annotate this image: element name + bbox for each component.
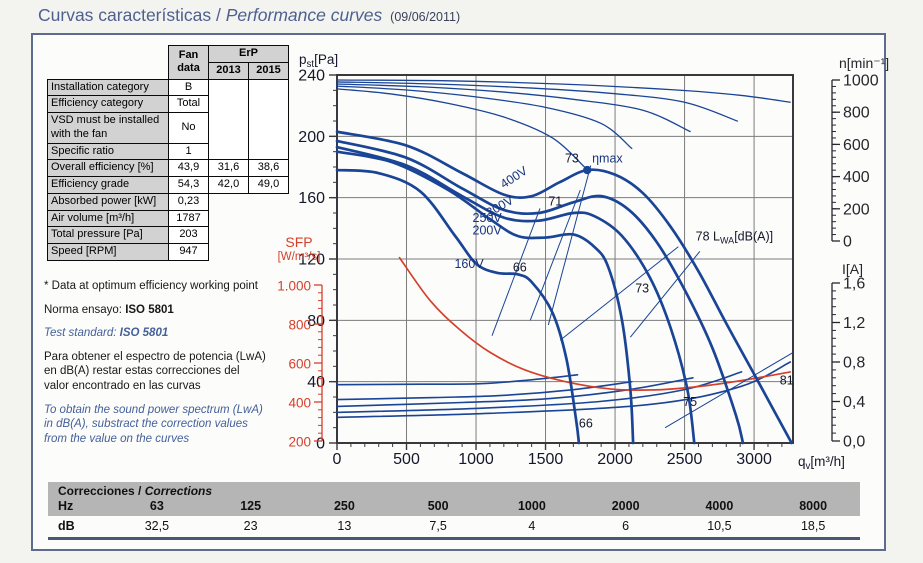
fan-row-value: 947	[168, 243, 209, 261]
fan-row-value: 0,23	[168, 192, 209, 211]
corrections-table: Correcciones / Corrections Hz 63 125 250 500…	[48, 482, 860, 540]
fan-row-value: No	[168, 112, 209, 144]
corrections-title-es: Correcciones /	[58, 484, 145, 498]
note-optimum: * Data at optimum efficiency working poi…	[44, 280, 258, 292]
corr-db-value: 6	[622, 519, 630, 533]
title-date: (09/06/2011)	[390, 10, 461, 24]
erp-2013-header: 2013	[208, 61, 249, 80]
note-english: To obtain the sound power spectrum (LwA)…	[44, 403, 263, 445]
corr-hz-value: 1000	[517, 499, 546, 513]
corr-hz-value: 125	[240, 499, 262, 513]
fan-row-value: 1	[168, 142, 209, 161]
fan-table-body: Installation category B Efficiency categor…	[47, 78, 289, 261]
corr-row-label: Hz	[58, 499, 74, 513]
corrections-title: Correcciones / Corrections	[48, 482, 860, 499]
erp-2013-value: 31,6	[208, 159, 249, 177]
fan-row-value: 203	[168, 226, 209, 244]
fan-table-row: Air volume [m³/h] 1787	[47, 209, 289, 228]
erp-header: ErP	[208, 45, 289, 63]
fan-row-label: Installation category	[47, 78, 169, 97]
corr-row-label: dB	[58, 519, 75, 533]
fan-col-header: Fan data	[168, 45, 209, 80]
fan-row-label: Absorbed power [kW]	[47, 192, 169, 211]
fan-row-label: Efficiency grade	[47, 176, 169, 194]
fan-row-label: Overall efficiency [%]	[47, 159, 169, 177]
fan-header-line2: data	[177, 62, 200, 75]
note-test-standard: Test standard: ISO 5801	[44, 326, 266, 341]
corr-db-value: 13	[337, 519, 352, 533]
corrections-title-en: Corrections	[144, 484, 213, 498]
fan-table-row: VSD must be installed with the fan No	[47, 112, 289, 144]
corr-db-value: 23	[243, 519, 258, 533]
fan-table-row: Specific ratio 1	[47, 142, 289, 161]
corrections-db-row: dB 32,5 23 13 7,5 4 6 10,5 18,5	[48, 516, 860, 537]
erp-2013-value: 42,0	[208, 176, 249, 194]
fan-row-label: Efficiency category	[47, 95, 169, 113]
erp-empty-cell	[208, 78, 249, 161]
fan-row-value: 54,3	[168, 176, 209, 194]
erp-empty-cell	[248, 78, 289, 161]
corr-db-value: 7,5	[429, 519, 447, 533]
fan-row-value: B	[168, 78, 209, 97]
notes: * Data at optimum efficiency working poi…	[44, 279, 266, 455]
fan-row-value: 1787	[168, 209, 209, 228]
fan-header-line1: Fan	[178, 48, 199, 61]
fan-table-row: Installation category B	[47, 78, 289, 161]
fan-table-spacer	[48, 46, 169, 80]
fan-row-label: Speed [RPM]	[47, 243, 169, 261]
corr-hz-value: 2000	[611, 499, 640, 513]
corr-db-value: 4	[528, 519, 536, 533]
fan-row-value: Total	[168, 95, 209, 113]
fan-table-row: Total pressure [Pa] 203	[47, 226, 289, 244]
corr-hz-value: 63	[149, 499, 164, 513]
erp-2015-header: 2015	[248, 61, 289, 80]
title-en: Performance curves	[225, 5, 383, 25]
fan-row-label: Air volume [m³/h]	[47, 209, 169, 228]
note-test-value: ISO 5801	[119, 327, 169, 340]
corr-hz-value: 8000	[799, 499, 828, 513]
note-norma-label: Norma ensayo:	[44, 303, 126, 316]
fan-data-table: Fan data ErP 2013 2015 Installation categ…	[47, 45, 289, 261]
corr-db-value: 18,5	[800, 519, 826, 533]
fan-table-row: Overall efficiency [%] 43,9 31,6 38,6	[47, 159, 289, 177]
note-norma: Norma ensayo: ISO 5801	[44, 303, 266, 318]
note-test-label: Test standard:	[44, 327, 120, 340]
title-es: Curvas características /	[38, 5, 226, 25]
corr-db-value: 32,5	[144, 519, 170, 533]
fan-table-row: Efficiency category Total	[47, 95, 289, 113]
corr-db-value: 10,5	[707, 519, 732, 533]
fan-row-label: Total pressure [Pa]	[47, 226, 169, 244]
fan-row-value: 43,9	[168, 159, 209, 177]
fan-row-label: VSD must be installed with the fan	[47, 112, 169, 144]
corr-hz-value: 4000	[705, 499, 734, 513]
corr-hz-value: 250	[333, 499, 355, 513]
fan-table-row: Absorbed power [kW] 0,23	[47, 192, 289, 211]
fan-table-row: Efficiency grade 54,3 42,0 49,0	[47, 176, 289, 194]
corr-hz-value: 500	[427, 499, 449, 513]
note-spanish: Para obtener el espectro de potencia (Lw…	[44, 350, 266, 392]
erp-2015-value: 49,0	[248, 176, 289, 194]
page-title: Curvas características / Performance cur…	[38, 5, 460, 26]
erp-2015-value: 38,6	[248, 159, 289, 177]
fan-table-row: Speed [RPM] 947	[47, 243, 289, 261]
corrections-hz-row: Hz 63 125 250 500 1000 2000 4000 8000	[48, 499, 860, 516]
note-norma-value: ISO 5801	[125, 303, 174, 316]
fan-row-label: Specific ratio	[47, 142, 169, 161]
